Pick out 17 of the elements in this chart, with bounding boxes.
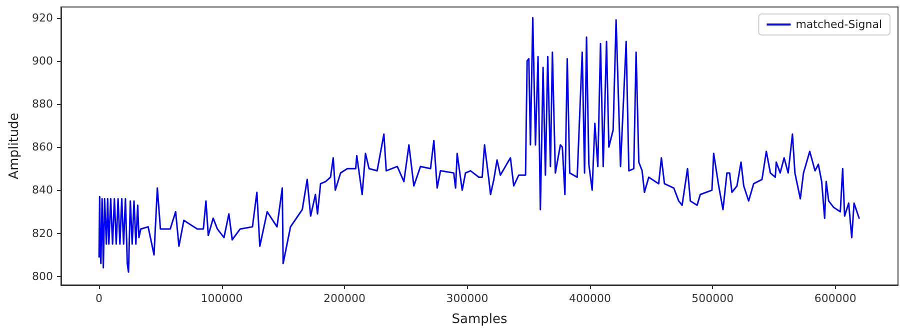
y-axis-title: Amplitude [7,112,22,180]
x-tick-label: 200000 [324,292,366,305]
x-axis-title: Samples [452,312,508,327]
y-tick-label: 800 [32,270,53,283]
x-tick-label: 100000 [200,292,243,305]
legend-label: matched-Signal [796,18,882,31]
y-tick-label: 820 [32,226,53,240]
y-tick-label: 840 [32,184,53,197]
x-tick-label: 300000 [446,292,488,305]
y-tick-label: 860 [32,140,53,154]
x-tick-label: 0 [96,292,103,305]
x-tick-label: 500000 [692,292,734,305]
y-tick-label: 880 [32,97,53,110]
x-tick-label: 600000 [814,292,856,305]
x-tick-label: 400000 [568,292,611,305]
y-tick-label: 900 [32,54,53,68]
y-tick-label: 920 [32,11,53,24]
